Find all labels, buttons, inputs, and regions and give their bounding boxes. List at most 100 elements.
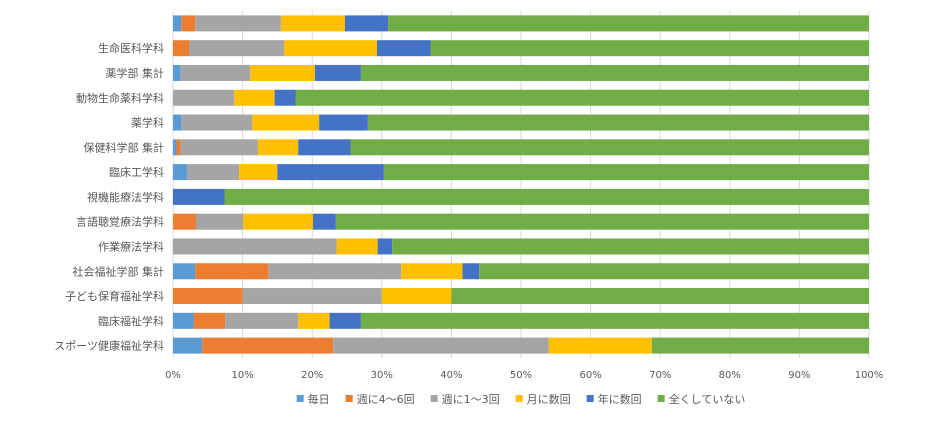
- bar-segment: [225, 312, 299, 329]
- bar-segment: [280, 15, 345, 32]
- category-label: 作業療法学科: [98, 239, 164, 253]
- bar-segment: [298, 312, 330, 329]
- bar-segment: [298, 139, 351, 156]
- bar-segment: [180, 139, 258, 156]
- gridlines: [172, 11, 870, 358]
- bar-segment: [189, 40, 285, 57]
- category-label: スポーツ健康福祉学科: [54, 339, 164, 353]
- x-tick-label: 40%: [440, 370, 462, 381]
- x-tick-label: 100%: [855, 370, 884, 381]
- bar-segment: [360, 312, 869, 329]
- bar-segment: [295, 89, 870, 106]
- bar-segment: [274, 89, 296, 106]
- bar-segment: [401, 263, 463, 280]
- x-tick-label: 0%: [165, 370, 181, 381]
- bar-segment: [173, 139, 177, 156]
- category-label: 社会福祉学部 集計: [73, 264, 165, 278]
- bar-segment: [284, 40, 377, 57]
- bar-segment: [195, 263, 269, 280]
- bar-segment: [451, 288, 869, 305]
- category-label: 子ども保育福祉学科: [65, 289, 164, 303]
- legend-swatch: [430, 395, 438, 402]
- bar-segment: [173, 89, 235, 106]
- legend-swatch: [345, 395, 353, 402]
- legend-label: 全くしていない: [669, 392, 746, 406]
- x-tick-label: 60%: [579, 370, 601, 381]
- bar-segment: [193, 312, 226, 329]
- bar-segment: [234, 89, 275, 106]
- bar-segment: [335, 213, 869, 230]
- bar-segment: [462, 263, 480, 280]
- legend-label: 毎日: [308, 393, 330, 406]
- x-tick-label: 50%: [510, 370, 532, 381]
- bar-segment: [548, 337, 652, 354]
- bar-segment: [360, 64, 869, 81]
- bar-segment: [268, 263, 402, 280]
- bar-segment: [186, 164, 240, 181]
- bar-segment: [381, 288, 452, 305]
- bar-segment: [344, 15, 389, 32]
- category-label: 臨床工学科: [109, 165, 164, 179]
- category-label: 保健科学部 集計: [84, 140, 165, 154]
- bar-segment: [329, 312, 361, 329]
- bar-segment: [195, 15, 281, 32]
- bar-segment: [173, 312, 194, 329]
- bar-segment: [376, 40, 431, 57]
- bar-segment: [250, 64, 315, 81]
- bars: [173, 15, 870, 354]
- legend-swatch: [657, 395, 665, 402]
- bar-segment: [173, 164, 187, 181]
- bar-segment: [173, 40, 190, 57]
- category-label: 言語聴覚療法学科: [76, 215, 164, 229]
- bar-segment: [333, 337, 549, 354]
- x-tick-label: 70%: [649, 370, 671, 381]
- bar-segment: [242, 288, 382, 305]
- x-tick-label: 20%: [301, 370, 323, 381]
- bar-segment: [181, 114, 253, 131]
- legend-label: 月に数回: [527, 393, 571, 406]
- bar-segment: [180, 64, 251, 81]
- legend-swatch: [515, 395, 523, 402]
- x-tick-labels: 0% 10% 20% 30% 40% 50% 60% 70% 80% 90% 100%: [165, 370, 883, 381]
- bar-segment: [367, 114, 869, 131]
- bar-segment: [319, 114, 368, 131]
- legend-swatch: [296, 395, 304, 402]
- bar-segment: [173, 114, 182, 131]
- category-label: 視機能療法学科: [87, 190, 164, 204]
- bar-segment: [377, 238, 393, 255]
- bar-segment: [173, 64, 181, 81]
- bar-segment: [651, 337, 869, 354]
- x-tick-label: 90%: [788, 370, 810, 381]
- category-label: 薬学部 集計: [106, 66, 165, 80]
- bar-segment: [350, 139, 870, 156]
- bar-segment: [314, 64, 361, 81]
- bar-segment: [383, 164, 869, 181]
- legend-label: 週に4～6回: [357, 393, 415, 406]
- bar-segment: [277, 164, 384, 181]
- bar-segment: [388, 15, 869, 32]
- bar-segment: [430, 40, 869, 57]
- legend: 毎日 週に4～6回 週に1～3回 月に数回 年に数回 全くしていない: [296, 392, 746, 406]
- bar-segment: [336, 238, 378, 255]
- bar-segment: [173, 288, 243, 305]
- bar-segment: [224, 188, 869, 205]
- bar-segment: [252, 114, 320, 131]
- bar-segment: [173, 15, 182, 32]
- legend-label: 週に1～3回: [442, 393, 500, 406]
- bar-segment: [257, 139, 299, 156]
- bar-segment: [181, 15, 196, 32]
- bar-segment: [195, 213, 244, 230]
- category-label: 臨床福祉学科: [98, 314, 164, 328]
- bar-segment: [173, 263, 196, 280]
- x-tick-label: 80%: [719, 370, 741, 381]
- bar-segment: [173, 337, 203, 354]
- bar-segment: [176, 139, 181, 156]
- category-label: 動物生命薬科学科: [76, 91, 164, 105]
- x-tick-label: 10%: [231, 370, 253, 381]
- bar-segment: [202, 337, 334, 354]
- bar-segment: [312, 213, 336, 230]
- category-label: 薬学科: [131, 116, 164, 130]
- bar-segment: [392, 238, 869, 255]
